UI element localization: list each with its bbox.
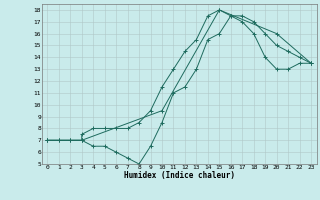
X-axis label: Humidex (Indice chaleur): Humidex (Indice chaleur)	[124, 171, 235, 180]
